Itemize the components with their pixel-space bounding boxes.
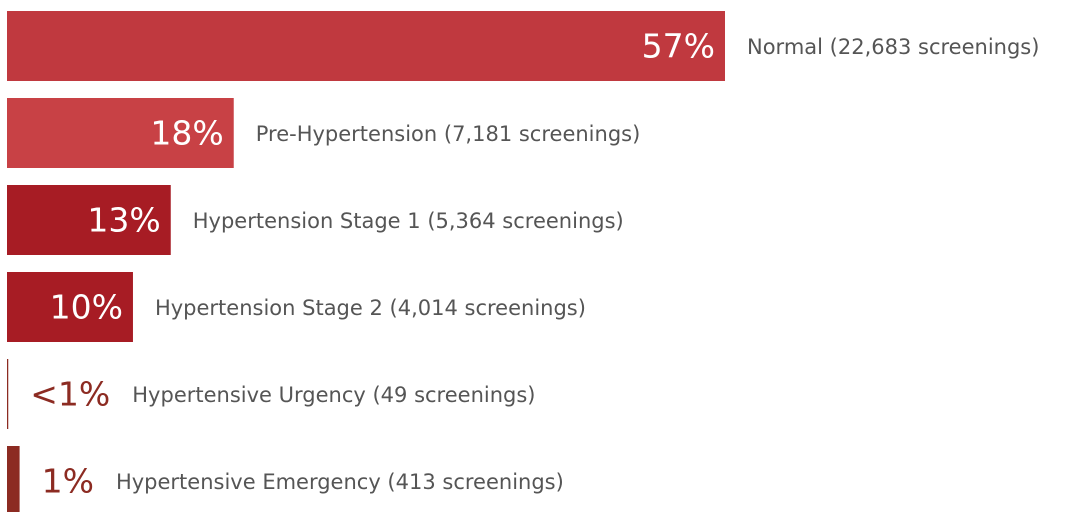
category-label: Hypertension Stage 2 (4,014 screenings) (155, 296, 586, 320)
value-label: 10% (50, 288, 123, 327)
category-label: Normal (22,683 screenings) (747, 35, 1039, 59)
category-label: Pre-Hypertension (7,181 screenings) (256, 122, 641, 146)
value-label: 13% (87, 201, 160, 240)
bar (7, 446, 20, 512)
value-label: <1% (30, 375, 110, 414)
value-label: 57% (642, 27, 715, 66)
category-label: Hypertensive Urgency (49 screenings) (132, 383, 535, 407)
bar (7, 11, 725, 81)
bar (7, 359, 9, 429)
bar (7, 98, 234, 168)
value-label: 1% (42, 462, 94, 501)
bar (7, 272, 133, 342)
value-label: 18% (150, 114, 223, 153)
category-label: Hypertension Stage 1 (5,364 screenings) (193, 209, 624, 233)
bar (7, 185, 171, 255)
category-label: Hypertensive Emergency (413 screenings) (116, 470, 564, 494)
